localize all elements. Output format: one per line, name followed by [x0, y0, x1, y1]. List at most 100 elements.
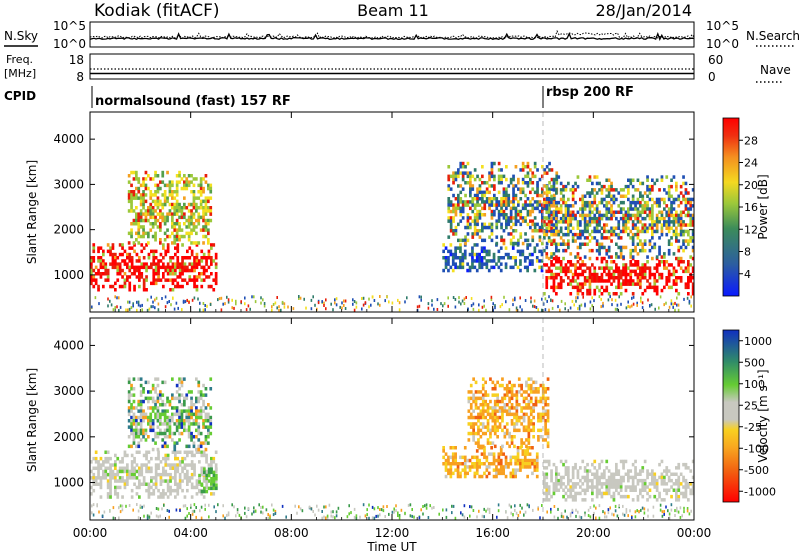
heatmap-cell: [162, 275, 165, 279]
noise-cell: [148, 307, 151, 311]
noise-cell: [397, 514, 399, 517]
heatmap-cell: [444, 246, 448, 250]
heatmap-cell: [641, 488, 645, 492]
heatmap-cell: [529, 396, 533, 401]
heatmap-cell: [138, 495, 141, 499]
heatmap-cell: [562, 242, 565, 246]
heatmap-cell: [508, 444, 511, 449]
heatmap-cell: [521, 249, 525, 254]
heatmap-cell: [493, 403, 497, 407]
noise-cell: [478, 303, 480, 307]
heatmap-cell: [487, 252, 491, 257]
heatmap-cell: [157, 466, 160, 470]
heatmap-cell: [509, 200, 513, 204]
heatmap-cell: [151, 193, 155, 197]
heatmap-cell: [607, 292, 611, 296]
heatmap-cell: [469, 190, 472, 195]
heatmap-cell: [469, 216, 472, 220]
heatmap-cell: [655, 292, 659, 296]
heatmap-cell: [496, 419, 499, 423]
heatmap-cell: [507, 219, 511, 223]
heatmap-cell: [526, 243, 529, 247]
noise-cell: [359, 515, 361, 519]
heatmap-cell: [500, 181, 503, 185]
heatmap-cell: [459, 200, 463, 204]
heatmap-cell: [520, 383, 523, 388]
noise-cell: [641, 306, 644, 310]
heatmap-cell: [607, 482, 611, 486]
heatmap-cell: [593, 475, 597, 480]
heatmap-cell: [138, 466, 141, 470]
heatmap-cell: [163, 422, 167, 426]
heatmap-cell: [109, 262, 112, 266]
heatmap-cell: [204, 209, 208, 213]
heatmap-cell: [531, 446, 534, 450]
heatmap-cell: [555, 171, 559, 175]
heatmap-cell: [474, 406, 478, 410]
heatmap-cell: [615, 266, 618, 270]
heatmap-cell: [444, 458, 448, 463]
heatmap-cell: [500, 206, 503, 211]
heatmap-cell: [665, 482, 669, 486]
noise-cell: [262, 298, 264, 302]
heatmap-cell: [663, 285, 666, 290]
heatmap-cell: [204, 228, 208, 232]
noise-cell: [335, 297, 338, 301]
heatmap-cell: [126, 476, 129, 480]
heatmap-cell: [161, 403, 165, 407]
heatmap-cell: [449, 222, 453, 227]
heatmap-cell: [660, 288, 664, 293]
heatmap-cell: [519, 209, 523, 214]
heatmap-cell: [677, 475, 681, 480]
heatmap-cell: [544, 438, 547, 442]
heatmap-cell: [200, 492, 204, 496]
heatmap-cell: [545, 485, 549, 489]
heatmap-cell: [538, 193, 542, 198]
heatmap-cell: [490, 174, 494, 179]
heatmap-cell: [473, 206, 477, 211]
heatmap-cell: [641, 292, 645, 296]
heatmap-cell: [111, 256, 115, 260]
heatmap-cell: [195, 479, 199, 483]
heatmap-cell: [90, 476, 93, 480]
heatmap-cell: [639, 472, 642, 476]
heatmap-cell: [142, 281, 146, 286]
heatmap-cell: [111, 243, 115, 247]
heatmap-cell: [527, 403, 531, 407]
noise-cell: [470, 297, 473, 300]
heatmap-cell: [687, 485, 690, 489]
heatmap-cell: [472, 393, 475, 397]
heatmap-cell: [130, 196, 133, 200]
heatmap-cell: [463, 446, 467, 450]
heatmap-cell: [532, 406, 535, 410]
heatmap-cell: [677, 194, 681, 198]
heatmap-cell: [564, 220, 568, 224]
heatmap-cell: [689, 207, 693, 211]
heatmap-cell: [171, 225, 174, 229]
heatmap-cell: [636, 282, 640, 286]
heatmap-cell: [583, 488, 587, 492]
heatmap-cell: [147, 206, 150, 210]
heatmap-cell: [493, 399, 497, 404]
noise-cell: [595, 516, 597, 520]
heatmap-cell: [537, 435, 540, 439]
heatmap-cell: [631, 462, 635, 467]
heatmap-cell: [512, 216, 515, 220]
heatmap-cell: [567, 204, 570, 208]
noise-cell: [409, 514, 412, 518]
heatmap-cell: [466, 174, 470, 179]
heatmap-cell: [486, 393, 490, 397]
heatmap-cell: [187, 390, 191, 394]
heatmap-cell: [127, 444, 131, 449]
noise-cell: [674, 308, 676, 312]
heatmap-cell: [188, 246, 192, 250]
heatmap-cell: [473, 168, 477, 172]
noise-cell: [292, 307, 295, 311]
noise-cell: [325, 307, 327, 311]
heatmap-cell: [159, 390, 162, 394]
heatmap-cell: [491, 393, 495, 397]
heatmap-cell: [447, 206, 451, 211]
heatmap-cell: [457, 222, 460, 227]
heatmap-cell: [567, 210, 570, 214]
heatmap-cell: [174, 476, 177, 480]
